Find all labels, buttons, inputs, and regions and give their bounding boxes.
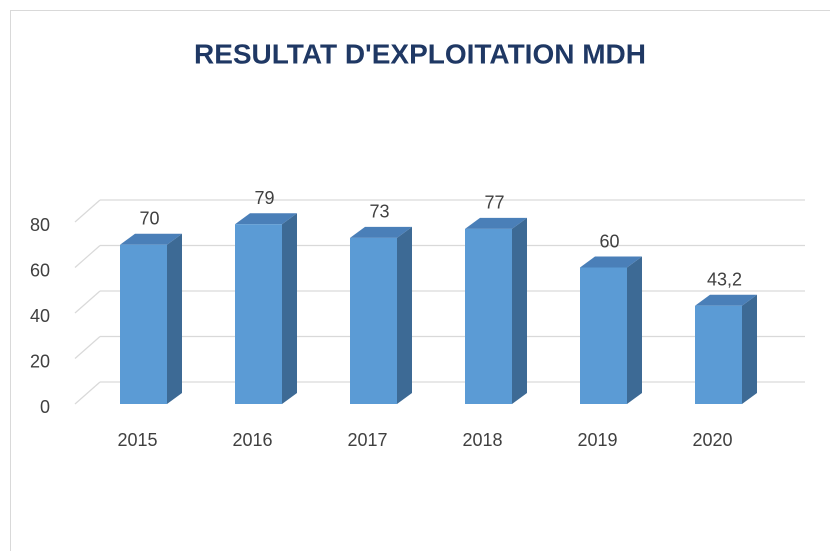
bar-side [742, 294, 757, 404]
grid-line [74, 290, 101, 314]
value-label: 77 [484, 193, 504, 213]
x-tick-label: 2019 [577, 430, 617, 450]
grid-line [74, 199, 101, 223]
value-label: 79 [254, 188, 274, 208]
bar-top [580, 256, 642, 268]
bar-side [512, 217, 527, 404]
value-label: 70 [139, 209, 159, 229]
bar [465, 217, 527, 404]
x-tick-label: 2016 [232, 430, 272, 450]
x-tick-label: 2020 [692, 430, 732, 450]
bar-top [235, 213, 297, 225]
x-tick-label: 2015 [117, 430, 157, 450]
bar-top [120, 233, 182, 245]
y-tick-label: 20 [30, 351, 50, 371]
bar-side [627, 256, 642, 404]
value-label: 60 [599, 231, 619, 251]
chart-title: RESULTAT D'EXPLOITATION MDH [194, 38, 646, 69]
bar-front [465, 228, 512, 404]
bar-front [350, 237, 397, 404]
bar-front [695, 305, 742, 404]
value-label: 73 [369, 202, 389, 222]
bar-top [465, 217, 527, 229]
bar [120, 233, 182, 404]
value-label: 43,2 [707, 269, 742, 289]
bar [235, 213, 297, 404]
x-tick-label: 2017 [347, 430, 387, 450]
grid-line [74, 381, 101, 405]
bar-front [120, 244, 167, 404]
grid-line [74, 336, 101, 359]
grid-line [74, 245, 101, 268]
y-tick-label: 0 [40, 397, 50, 417]
y-tick-label: 60 [30, 260, 50, 280]
bar-front [580, 267, 627, 404]
bar [695, 294, 757, 404]
bar-front [235, 224, 282, 404]
bar-side [397, 226, 412, 404]
bar [580, 256, 642, 404]
bar-side [167, 233, 182, 404]
y-tick-label: 40 [30, 306, 50, 326]
bar-side [282, 213, 297, 404]
bar [350, 226, 412, 404]
x-tick-label: 2018 [462, 430, 502, 450]
bar-top [695, 294, 757, 306]
y-tick-label: 80 [30, 215, 50, 235]
bar-top [350, 226, 412, 238]
